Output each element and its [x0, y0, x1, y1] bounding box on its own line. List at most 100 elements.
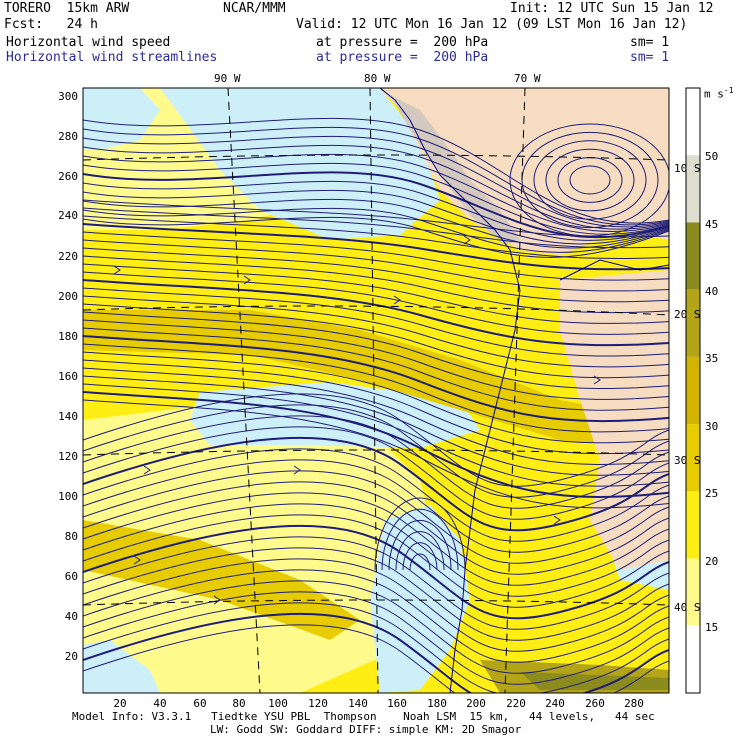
x-tick-label: 260 — [585, 697, 605, 710]
colorbar-label: 35 — [705, 352, 719, 365]
streamline — [402, 542, 438, 571]
streamline — [83, 624, 669, 693]
streamline — [83, 524, 669, 620]
colorbar-label: 50 — [705, 150, 719, 163]
y-tick-label: 100 — [58, 490, 78, 503]
colorbar-label: 30 — [705, 420, 719, 433]
streamline — [243, 275, 251, 285]
streamline — [83, 171, 669, 239]
x-tick-label: 80 — [232, 697, 246, 710]
streamline — [83, 580, 669, 674]
y-tick-label: 20 — [64, 650, 78, 663]
streamline — [83, 547, 669, 641]
streamline — [83, 216, 669, 258]
speed-fill-light-blue — [370, 505, 470, 693]
field2-smoothing: sm= 1 — [630, 50, 670, 65]
center-label: NCAR/MMM — [223, 1, 286, 16]
colorbar-unit-text: m s — [704, 87, 724, 101]
y-tick-label: 220 — [58, 250, 78, 263]
streamline — [388, 519, 452, 571]
y-tick-label: 300 — [58, 90, 78, 103]
streamline — [521, 131, 659, 229]
streamline — [83, 207, 669, 253]
field1-level: at pressure = 200 hPa — [316, 35, 489, 50]
model-title: TORERO 15km ARW — [4, 1, 130, 16]
streamline — [83, 144, 669, 230]
speed-fill-dark-yellow — [280, 340, 440, 375]
latitude-label: 30 S — [674, 454, 701, 467]
colorbar-label: 20 — [705, 555, 719, 568]
streamline — [83, 153, 669, 233]
streamline — [569, 165, 611, 195]
streamline — [293, 465, 301, 475]
speed-fill-light-blue — [190, 382, 480, 448]
streamlines — [83, 117, 669, 693]
streamline — [83, 135, 669, 228]
streamline — [83, 287, 669, 357]
colorbar-segment — [686, 222, 700, 290]
longitude-label: 70 W — [514, 72, 541, 85]
x-tick-label: 160 — [387, 697, 407, 710]
streamline — [83, 415, 669, 509]
x-tick-label: 140 — [348, 697, 368, 710]
streamline — [83, 404, 669, 498]
streamline — [83, 295, 669, 368]
colorbar-segment — [686, 424, 700, 492]
y-tick-label: 80 — [64, 530, 78, 543]
streamline — [133, 555, 141, 565]
streamline — [83, 383, 669, 487]
colorbar-label: 40 — [705, 285, 719, 298]
streamline — [83, 117, 669, 224]
x-tick-label: 20 — [113, 697, 127, 710]
streamline — [83, 231, 669, 281]
streamline — [83, 367, 669, 465]
y-tick-label: 280 — [58, 130, 78, 143]
streamline — [83, 263, 669, 324]
y-tick-label: 260 — [58, 170, 78, 183]
streamline — [83, 459, 669, 553]
streamline — [83, 279, 669, 347]
forecast-hour: Fcst: 24 h — [4, 17, 98, 32]
streamline — [83, 375, 669, 476]
y-tick-label: 160 — [58, 370, 78, 383]
streamline — [593, 375, 601, 385]
streamline — [83, 162, 669, 235]
colorbar-segment — [686, 558, 700, 626]
coastline — [379, 88, 669, 693]
y-tick-label: 200 — [58, 290, 78, 303]
streamline — [83, 319, 669, 400]
colorbar-segment — [686, 289, 700, 357]
streamline — [113, 265, 121, 275]
init-time: Init: 12 UTC Sun 15 Jan 12 — [510, 1, 714, 16]
streamline — [83, 271, 669, 335]
streamline — [213, 595, 221, 605]
streamline — [83, 514, 669, 608]
colorbar-segment — [686, 625, 700, 693]
latitude-label: 40 S — [674, 601, 701, 614]
streamline — [83, 189, 669, 245]
streamline — [83, 239, 669, 292]
streamline — [83, 536, 669, 630]
valid-time: Valid: 12 UTC Mon 16 Jan 12 (09 LST Mon … — [296, 17, 688, 32]
colorbar-segment — [686, 356, 700, 425]
colorbar-segment — [686, 155, 700, 223]
model-info-line1: Model Info: V3.3.1 Tiedtke YSU PBL Thomp… — [72, 710, 655, 723]
streamline — [557, 157, 623, 203]
streamline — [509, 123, 669, 237]
land-area — [380, 88, 669, 255]
streamline — [83, 393, 669, 487]
streamline — [83, 612, 669, 693]
field1-name: Horizontal wind speed — [6, 35, 171, 50]
streamline — [83, 470, 669, 564]
x-tick-label: 40 — [153, 697, 167, 710]
streamline — [83, 359, 669, 455]
streamline — [374, 497, 466, 571]
x-tick-label: 100 — [268, 697, 288, 710]
field1-smoothing: sm= 1 — [630, 35, 670, 50]
y-tick-label: 240 — [58, 209, 78, 222]
x-tick-label: 280 — [624, 697, 644, 710]
model-info-line2: LW: Godd SW: Goddard DIFF: simple KM: 2D… — [210, 723, 522, 736]
speed-fill-olive — [520, 672, 669, 690]
field2-name: Horizontal wind streamlines — [6, 50, 218, 65]
map-frame — [82, 87, 670, 694]
